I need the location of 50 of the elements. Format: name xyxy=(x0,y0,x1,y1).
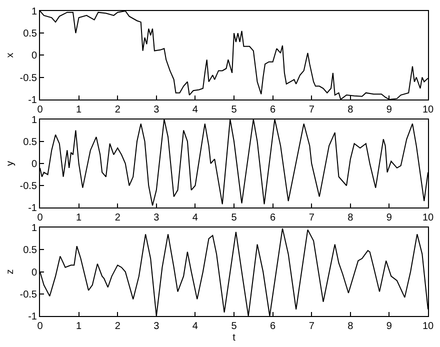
x-tick-label: 4 xyxy=(192,212,198,224)
x-tick-label: 4 xyxy=(192,321,198,332)
y-tick-label: 0.5 xyxy=(23,136,38,148)
y-tick-label: -1 xyxy=(28,312,38,322)
x-axis-title: t xyxy=(232,332,236,344)
x-tick-label: 1 xyxy=(76,212,82,224)
x-tick-label: 3 xyxy=(154,104,160,116)
y-tick-label: -1 xyxy=(28,94,38,106)
x-tick-label: 1 xyxy=(76,104,82,116)
x-tick-label: 5 xyxy=(231,321,238,332)
x-tick-label: 7 xyxy=(308,212,315,224)
x-tick-label: 10 xyxy=(422,104,434,116)
x-tick-label: 6 xyxy=(270,321,276,332)
x-tick-label: 10 xyxy=(422,321,434,332)
y-tick-label: 1 xyxy=(31,223,38,234)
x-tick-label: 9 xyxy=(386,321,392,332)
x-tick-label: 1 xyxy=(76,321,82,332)
x-tick-label: 6 xyxy=(270,104,276,116)
y-axis-title: y xyxy=(4,161,16,166)
x-tick-label: 8 xyxy=(348,321,354,332)
x-tick-label: 9 xyxy=(386,104,392,116)
y-tick-label: 0 xyxy=(31,267,38,278)
line-series xyxy=(40,119,428,206)
x-tick-label: 3 xyxy=(154,212,160,224)
y-axis-title: x xyxy=(4,52,16,58)
y-tick-label: 0 xyxy=(31,158,38,170)
y-tick-label: -0.5 xyxy=(20,181,38,192)
x-tick-label: 7 xyxy=(308,321,315,332)
x-tick-label: 8 xyxy=(348,212,354,224)
y-tick-label: -0.5 xyxy=(20,72,38,84)
x-tick-label: 9 xyxy=(386,212,392,224)
y-tick-label: 1 xyxy=(31,6,38,18)
y-tick-label: -1 xyxy=(28,203,38,214)
x-tick-label: 5 xyxy=(231,212,238,224)
x-tick-label: 2 xyxy=(114,104,121,116)
x-tick-label: 7 xyxy=(308,104,315,116)
x-tick-label: 2 xyxy=(114,321,121,332)
x-tick-label: 2 xyxy=(114,212,121,224)
y-tick-label: 0 xyxy=(31,50,38,62)
y-tick-label: -0.5 xyxy=(20,289,38,300)
x-tick-label: 4 xyxy=(192,104,198,116)
y-tick-label: 0.5 xyxy=(23,245,38,256)
y-tick-label: 0.5 xyxy=(23,28,38,40)
x-tick-label: 5 xyxy=(231,104,238,116)
x-tick-label: 10 xyxy=(422,212,434,224)
x-tick-label: 8 xyxy=(348,104,354,116)
x-tick-label: 3 xyxy=(154,321,160,332)
y-axis-title: z xyxy=(4,269,16,274)
x-tick-label: 6 xyxy=(270,212,276,224)
y-tick-label: 1 xyxy=(31,114,38,126)
